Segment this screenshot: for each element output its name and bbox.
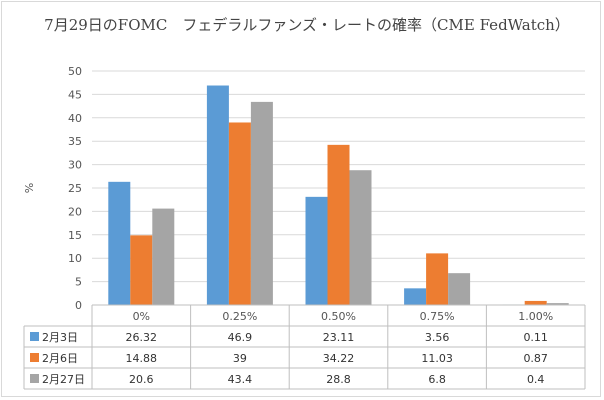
y-tick-label: 25: [68, 182, 82, 195]
bar: [524, 300, 547, 305]
data-label: 39: [233, 352, 247, 365]
legend-swatch: [30, 332, 39, 341]
data-label: 46.9: [228, 331, 253, 344]
data-label: 0.11: [523, 331, 548, 344]
y-tick-label: 40: [68, 112, 82, 125]
bar: [305, 196, 328, 305]
y-tick-label: 35: [68, 135, 82, 148]
y-tick-label: 45: [68, 88, 82, 101]
bar: [426, 253, 449, 305]
bar-series: [108, 85, 569, 306]
data-label: 23.11: [323, 331, 355, 344]
bar: [206, 85, 229, 306]
legend-swatch: [30, 374, 39, 383]
x-tick-label: 0.25%: [222, 310, 257, 323]
data-label: 0.87: [523, 352, 548, 365]
bar: [448, 273, 471, 305]
data-label: 6.8: [428, 373, 446, 386]
y-tick-label: 20: [68, 205, 82, 218]
y-tick-label: 30: [68, 159, 82, 172]
data-label: 0.4: [527, 373, 545, 386]
data-label: 20.6: [129, 373, 154, 386]
x-tick-label: 0.75%: [420, 310, 455, 323]
y-tick-label: 10: [68, 252, 82, 265]
y-tick-label: 15: [68, 229, 82, 242]
legend-label: 2月3日: [42, 331, 78, 344]
bar: [130, 235, 153, 305]
legend-swatch: [30, 353, 39, 362]
data-label: 34.22: [323, 352, 355, 365]
bar: [349, 170, 372, 305]
y-axis-label: %: [23, 183, 36, 193]
data-table: 0% 0.25% 0.50% 0.75% 1.00% 2月3日 26.32 46.9 23.11…: [23, 304, 586, 390]
bar: [152, 208, 175, 305]
data-label: 26.32: [126, 331, 158, 344]
legend-label: 2月6日: [42, 352, 78, 365]
chart-title: 7月29日のFOMC フェデラルファンズ・レートの確率（CME FedWatch…: [44, 16, 570, 34]
y-tick-label: 0: [75, 299, 82, 312]
bar: [404, 288, 427, 305]
x-tick-label: 0%: [133, 310, 150, 323]
bar: [108, 181, 131, 305]
data-label: 43.4: [228, 373, 253, 386]
bar: [228, 122, 251, 305]
x-tick-label: 0.50%: [321, 310, 356, 323]
axes: 0 5 10 15 20 25 30 35 40 45 50%: [23, 65, 82, 312]
y-tick-label: 50: [68, 65, 82, 78]
data-label: 11.03: [421, 352, 453, 365]
data-label: 28.8: [326, 373, 351, 386]
data-label: 14.88: [126, 352, 158, 365]
bar: [327, 144, 350, 305]
bar: [250, 101, 273, 305]
bar: [546, 303, 569, 305]
legend-label: 2月27日: [42, 373, 85, 386]
data-label: 3.56: [425, 331, 450, 344]
x-tick-label: 1.00%: [518, 310, 553, 323]
y-tick-label: 5: [75, 276, 82, 289]
